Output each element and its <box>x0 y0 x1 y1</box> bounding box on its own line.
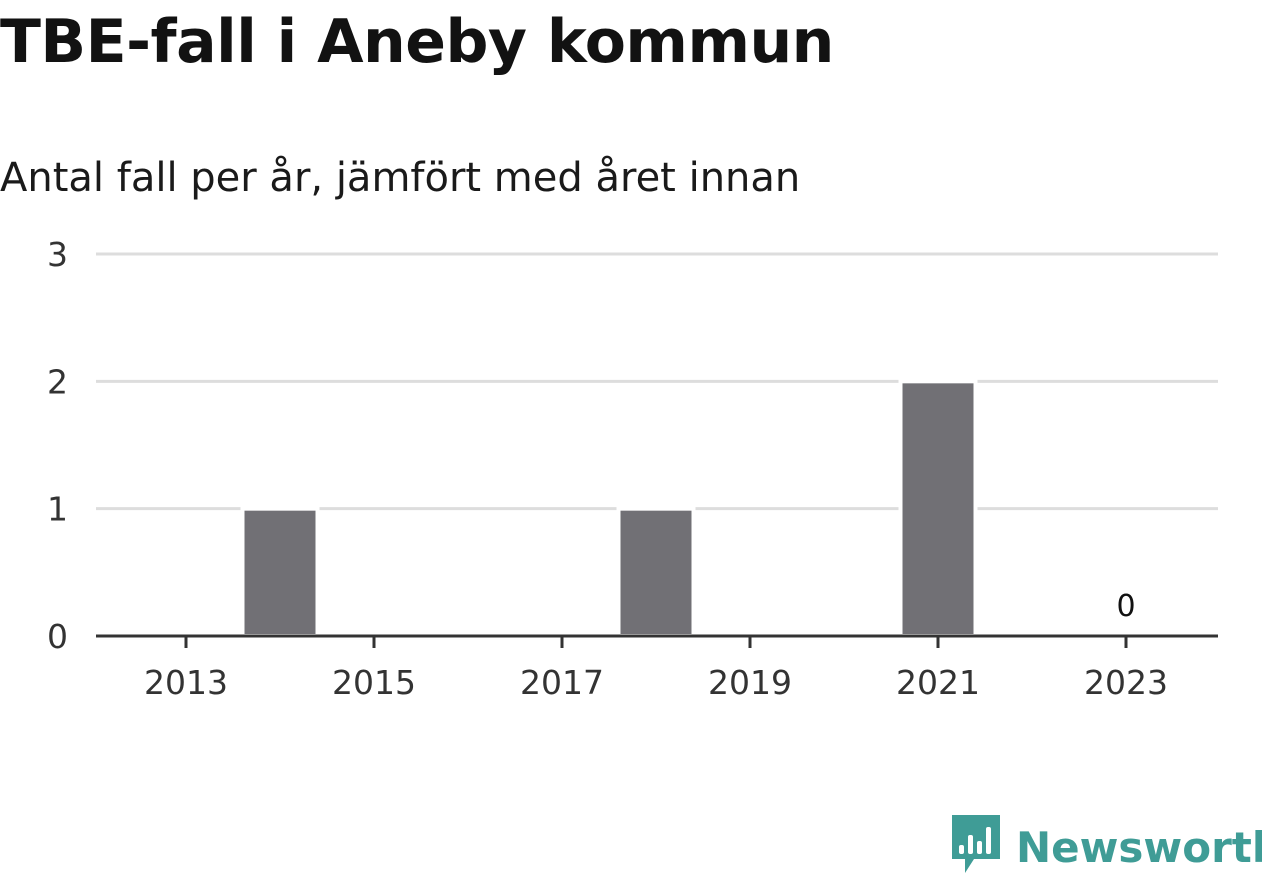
bar-chart-speech-bubble-icon <box>952 815 1000 881</box>
x-tick-label-2023: 2023 <box>1084 663 1168 702</box>
brand-name: Newsworthy <box>1016 823 1262 872</box>
x-tick-label-2021: 2021 <box>896 663 980 702</box>
y-tick-label-3: 3 <box>47 235 68 274</box>
x-tick-label-2015: 2015 <box>332 663 416 702</box>
y-tick-label-2: 2 <box>47 362 68 401</box>
labels: 0 1 2 3 2013 2015 2017 2019 2021 2023 0 <box>47 235 1168 702</box>
chart-subtitle: Antal fall per år, jämfört med året inna… <box>0 155 801 201</box>
x-tick-label-2017: 2017 <box>520 663 604 702</box>
bar-2014 <box>240 506 320 638</box>
bar-2021 <box>898 379 978 639</box>
data-label-2023: 0 <box>1116 589 1135 624</box>
y-tick-label-1: 1 <box>47 490 68 529</box>
axes <box>96 634 1218 648</box>
bar-2018 <box>616 506 696 638</box>
x-tick-label-2013: 2013 <box>144 663 228 702</box>
chart-title: TBE-fall i Aneby kommun <box>0 7 834 77</box>
x-tick-label-2019: 2019 <box>708 663 792 702</box>
brand-logo: Newsworthy <box>952 815 1262 881</box>
grid-lines <box>96 252 1218 511</box>
bar-chart: 0 1 2 3 2013 2015 2017 2019 2021 2023 0 <box>47 235 1218 702</box>
y-tick-label-0: 0 <box>47 617 68 656</box>
